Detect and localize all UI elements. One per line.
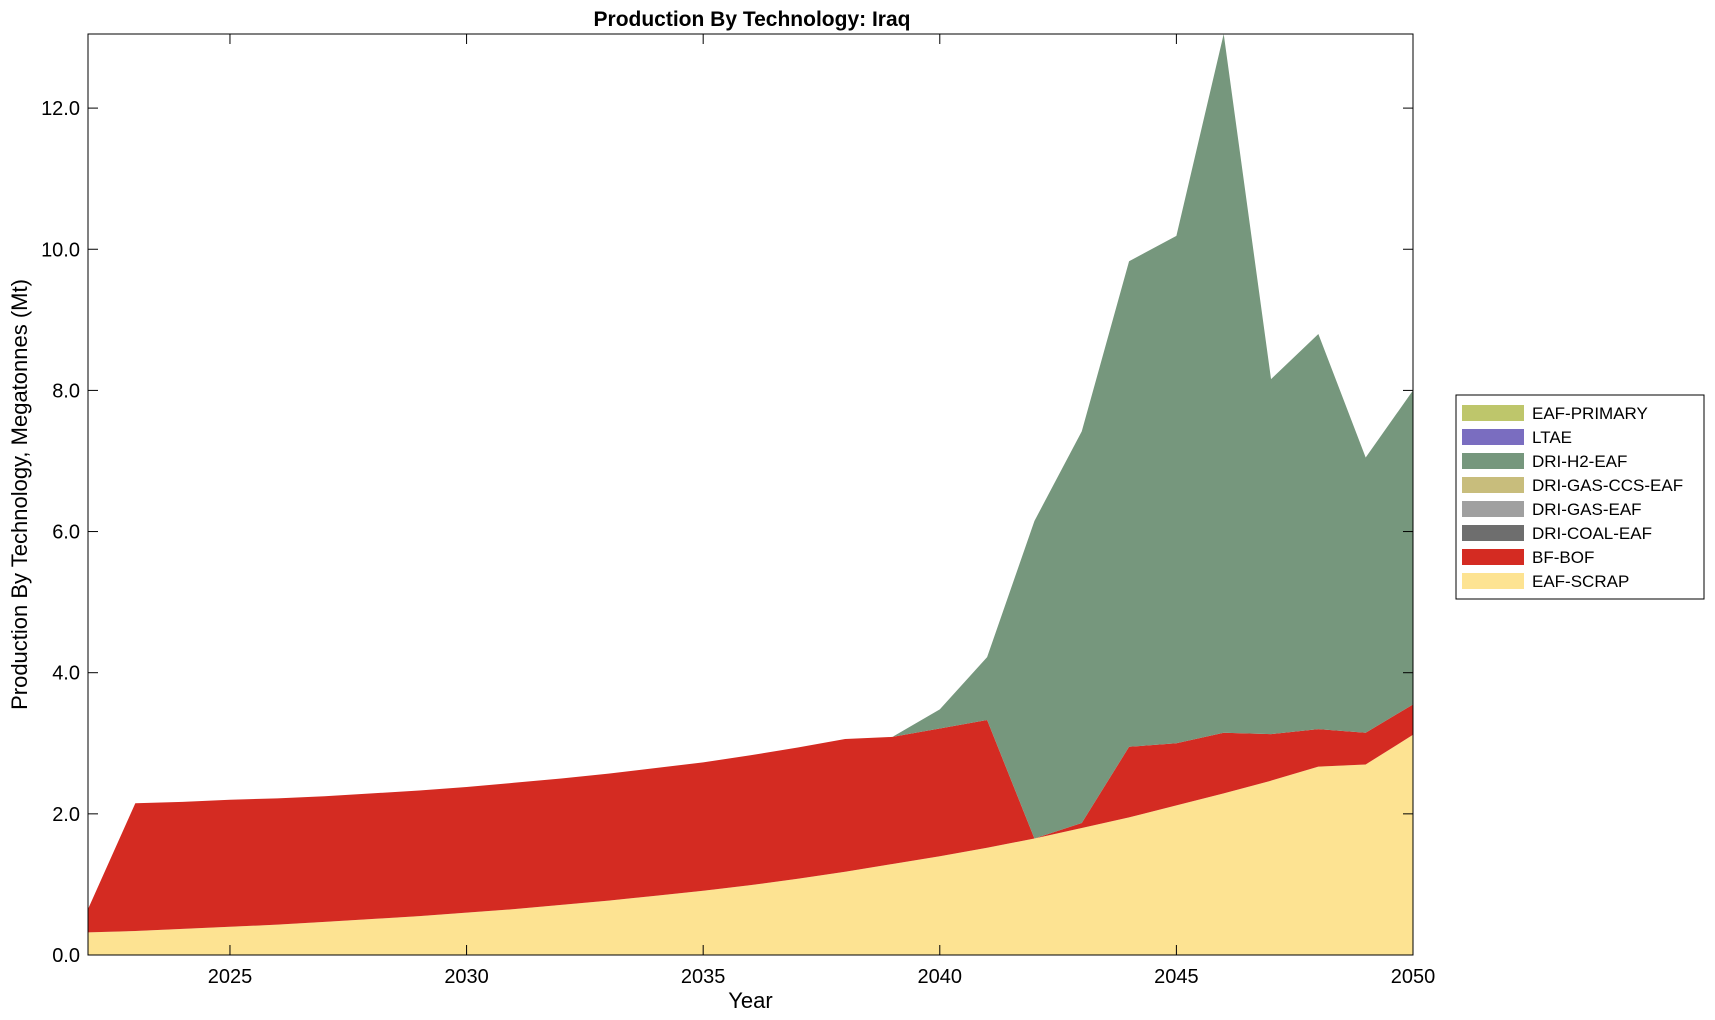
y-axis-label: Production By Technology, Megatonnes (Mt… (7, 279, 32, 710)
y-tick-label: 0.0 (52, 945, 80, 967)
x-axis-label: Year (728, 988, 772, 1013)
legend-swatch (1462, 549, 1524, 565)
area-eaf-scrap (88, 734, 1413, 955)
y-tick-label: 8.0 (52, 380, 80, 402)
legend-swatch (1462, 453, 1524, 469)
legend-swatch (1462, 429, 1524, 445)
y-tick-label: 4.0 (52, 663, 80, 685)
legend-label: DRI-GAS-CCS-EAF (1532, 476, 1683, 495)
x-tick-label: 2030 (444, 966, 489, 988)
area-bf-bof (88, 704, 1413, 933)
x-tick-label: 2035 (681, 966, 726, 988)
x-tick-label: 2040 (918, 966, 963, 988)
legend-label: LTAE (1532, 428, 1572, 447)
chart-title: Production By Technology: Iraq (594, 8, 911, 31)
x-tick-label: 2025 (208, 966, 253, 988)
x-axis: 2025 2030 2035 2040 2045 2050 (208, 34, 1436, 988)
area-series-group (88, 34, 1413, 955)
legend-label: DRI-GAS-EAF (1532, 500, 1642, 519)
x-tick-label: 2050 (1391, 966, 1436, 988)
legend-swatch (1462, 525, 1524, 541)
legend-box (1455, 394, 1705, 600)
legend-label: EAF-PRIMARY (1532, 404, 1648, 423)
legend-label: EAF-SCRAP (1532, 572, 1629, 591)
x-tick-label: 2045 (1154, 966, 1199, 988)
legend-label: BF-BOF (1532, 548, 1594, 567)
legend-label: DRI-H2-EAF (1532, 452, 1627, 471)
legend-swatch (1462, 477, 1524, 493)
legend-swatch (1462, 501, 1524, 517)
y-tick-label: 10.0 (41, 239, 80, 261)
y-tick-label: 2.0 (52, 804, 80, 826)
area-dri-h2-eaf (88, 34, 1413, 910)
legend-label: DRI-COAL-EAF (1532, 524, 1652, 543)
legend-swatch (1462, 405, 1524, 421)
legend-swatch (1462, 573, 1524, 589)
y-axis: 0.0 2.0 4.0 6.0 8.0 10.0 12.0 (41, 98, 1413, 967)
legend: EAF-PRIMARY LTAE DRI-H2-EAF DRI-GAS-CCS-EAF… (1455, 394, 1705, 600)
y-tick-label: 6.0 (52, 522, 80, 544)
y-tick-label: 12.0 (41, 98, 80, 120)
plot-frame (87, 33, 1414, 956)
